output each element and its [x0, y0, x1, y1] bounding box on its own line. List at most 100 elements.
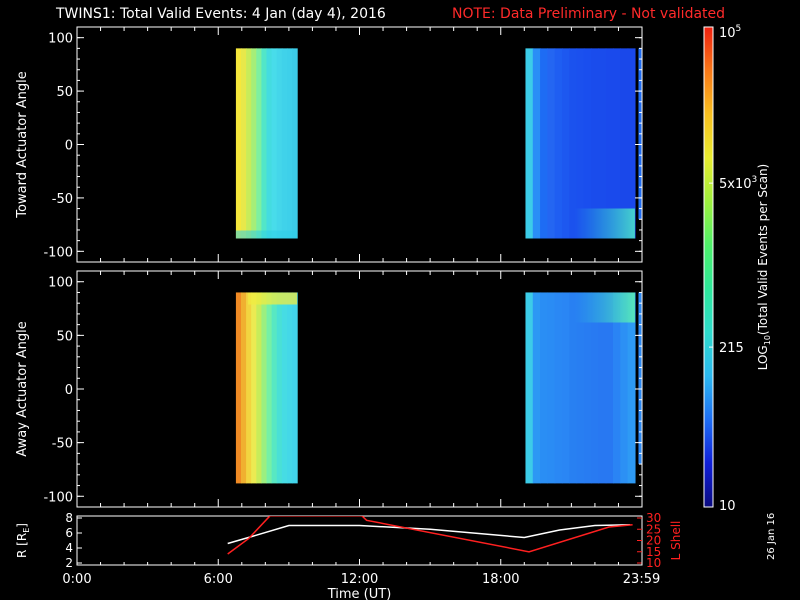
data-column	[598, 48, 607, 239]
data-column	[271, 48, 278, 239]
colorbar-bar	[703, 26, 714, 508]
y-tick-label: -100	[43, 245, 73, 260]
data-column	[266, 48, 273, 239]
data-hotspot	[235, 230, 298, 239]
colorbar-tick-label: 10	[719, 499, 736, 514]
data-column	[261, 48, 268, 239]
y-axis-label: Away Actuator Angle	[15, 321, 30, 456]
colorbar-tick-label: 215	[719, 341, 744, 356]
y-tick-label: -100	[43, 490, 73, 505]
data-column	[613, 48, 621, 239]
y-axis-label: Toward Actuator Angle	[15, 71, 30, 218]
data-column	[286, 48, 293, 239]
y-tick-label: 50	[56, 85, 73, 100]
data-block	[235, 48, 298, 239]
x-tick-label: 0:00	[62, 572, 91, 587]
data-column	[292, 48, 298, 239]
data-column	[235, 292, 242, 484]
data-column	[569, 48, 578, 239]
preliminary-note: NOTE: Data Preliminary - Not validated	[452, 6, 726, 22]
y-tick-label: 4	[65, 541, 73, 555]
x-tick-label: 23:59	[623, 572, 660, 587]
data-column	[281, 48, 288, 239]
data-column	[605, 48, 614, 239]
data-block	[525, 48, 636, 239]
panel-away: 100 50 0 -50 -100 Away Actuator Angle	[15, 270, 643, 508]
data-column	[246, 48, 252, 239]
y-tick-label: 100	[48, 276, 73, 291]
x-tick-label: 18:00	[482, 572, 519, 587]
data-column	[241, 292, 247, 484]
y-tick-label: -50	[52, 192, 73, 207]
orbit-frame	[76, 515, 643, 566]
data-column	[525, 292, 534, 484]
y-tick-label: 100	[48, 32, 73, 47]
data-column	[235, 48, 242, 239]
data-column	[251, 292, 257, 484]
y-tick-label: 6	[65, 526, 73, 540]
data-column	[241, 48, 247, 239]
data-column	[246, 292, 252, 484]
data-column	[591, 292, 600, 484]
data-column	[613, 292, 621, 484]
data-column	[569, 292, 578, 484]
y-tick-label: -50	[52, 437, 73, 452]
x-tick-label: 6:00	[204, 572, 233, 587]
data-column	[525, 48, 534, 239]
y-tick-label: 0	[65, 139, 73, 154]
data-column	[554, 292, 563, 484]
data-column	[266, 292, 273, 484]
data-column	[627, 48, 636, 239]
r-series-line	[227, 524, 631, 545]
data-block	[235, 292, 298, 484]
y-tick-label: 8	[65, 511, 73, 525]
y-right-axis-label: L Shell	[669, 521, 683, 561]
data-column	[532, 48, 541, 239]
data-column	[620, 48, 629, 239]
data-column	[561, 292, 570, 484]
y-right-tick-label: 25	[646, 522, 661, 536]
data-column	[561, 48, 570, 239]
data-column	[292, 292, 298, 484]
data-column	[532, 292, 541, 484]
data-column	[598, 292, 607, 484]
data-column	[547, 48, 556, 239]
panel-toward: 100 50 0 -50 -100 Toward Actuator Angle	[15, 26, 643, 263]
data-column	[251, 48, 257, 239]
data-column	[576, 48, 585, 239]
data-column	[583, 48, 592, 239]
data-hotspot	[574, 292, 635, 323]
data-column	[620, 292, 629, 484]
data-column	[540, 292, 548, 484]
data-column	[256, 48, 263, 239]
lshell-series-line	[227, 516, 633, 555]
data-hotspot	[574, 208, 635, 239]
data-hotspot	[248, 292, 298, 305]
data-column	[627, 292, 636, 484]
data-column	[281, 292, 288, 484]
y-axis-label: R [RE]	[15, 523, 31, 558]
y-right-tick-label: 30	[646, 511, 661, 525]
colorbar-tick-label: 5x103	[719, 175, 757, 192]
data-column	[540, 48, 548, 239]
data-block	[525, 292, 636, 484]
y-tick-label: 2	[65, 556, 73, 570]
y-right-tick-label: 15	[646, 545, 661, 559]
data-column	[605, 292, 614, 484]
colorbar-tick-label: 105	[719, 24, 741, 41]
data-column	[261, 292, 268, 484]
data-column	[591, 48, 600, 239]
data-column	[276, 292, 283, 484]
chart-title: TWINS1: Total Valid Events: 4 Jan (day 4…	[56, 6, 386, 22]
y-right-tick-label: 20	[646, 534, 661, 548]
data-column	[583, 292, 592, 484]
y-right-tick-label: 10	[646, 556, 661, 570]
data-column	[554, 48, 563, 239]
y-tick-label: 50	[56, 329, 73, 344]
colorbar-label: LOG10(Total Valid Events per Scan)	[756, 164, 772, 371]
data-column	[271, 292, 278, 484]
data-column	[576, 292, 585, 484]
data-column	[286, 292, 293, 484]
